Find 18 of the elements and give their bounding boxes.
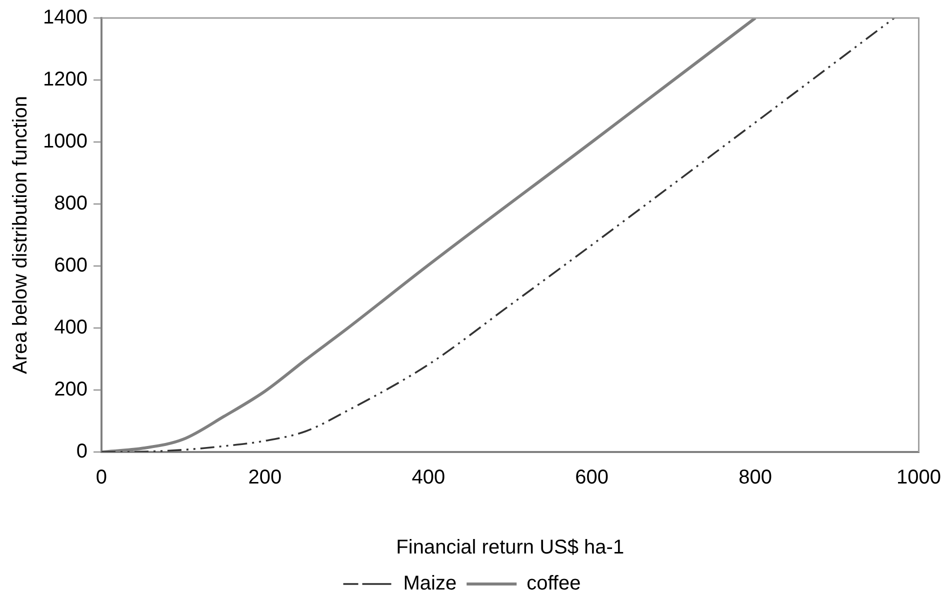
y-tick-label: 1400: [42, 6, 88, 29]
x-tick-label: 0: [96, 466, 108, 489]
x-tick-label: 200: [248, 466, 282, 489]
x-tick-label: 400: [412, 466, 446, 489]
legend-label: coffee: [526, 572, 581, 595]
y-tick-label: 0: [76, 440, 88, 463]
y-tick-label: 400: [54, 316, 88, 339]
y-tick-label: 1000: [42, 130, 88, 153]
y-tick-label: 600: [54, 254, 88, 277]
y-tick-label: 800: [54, 192, 88, 215]
y-tick-label: 200: [54, 378, 88, 401]
x-tick-label: 1000: [896, 466, 942, 489]
x-axis-title: Financial return US$ ha-1: [396, 536, 624, 559]
x-tick-label: 600: [575, 466, 609, 489]
legend-label: Maize: [403, 572, 457, 595]
y-axis-title: Area below distribution function: [10, 96, 32, 374]
x-tick-label: 800: [738, 466, 772, 489]
y-tick-label: 1200: [42, 68, 88, 91]
